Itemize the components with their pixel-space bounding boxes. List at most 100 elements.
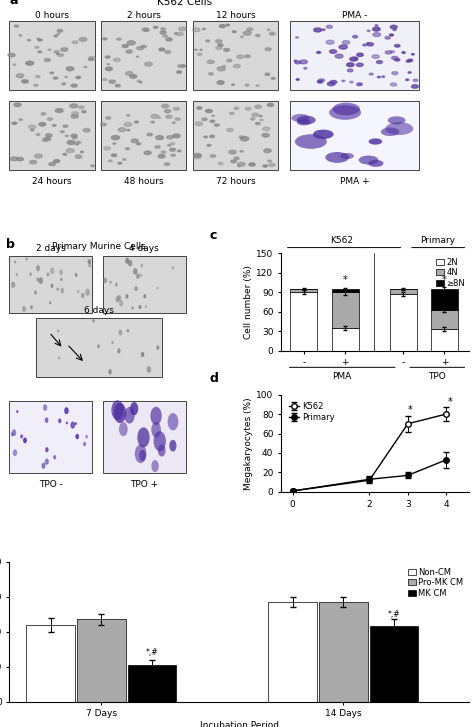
Ellipse shape	[262, 134, 269, 137]
Ellipse shape	[51, 284, 53, 287]
Ellipse shape	[395, 44, 400, 47]
Ellipse shape	[368, 160, 383, 167]
Ellipse shape	[54, 35, 57, 37]
Ellipse shape	[89, 58, 93, 60]
Text: *,#: *,#	[388, 609, 401, 619]
Ellipse shape	[50, 302, 51, 304]
Bar	[101, 21, 186, 90]
Ellipse shape	[65, 76, 67, 78]
Ellipse shape	[26, 258, 27, 260]
Ellipse shape	[54, 160, 60, 163]
Ellipse shape	[76, 435, 78, 438]
Ellipse shape	[66, 67, 74, 71]
Ellipse shape	[127, 129, 129, 131]
Ellipse shape	[215, 124, 219, 126]
Ellipse shape	[168, 413, 178, 430]
Ellipse shape	[322, 29, 325, 31]
Ellipse shape	[130, 402, 138, 415]
Ellipse shape	[171, 154, 175, 156]
Ellipse shape	[313, 129, 334, 139]
Ellipse shape	[234, 157, 239, 160]
Ellipse shape	[53, 77, 58, 79]
Bar	[290, 21, 419, 90]
Ellipse shape	[373, 33, 381, 36]
Ellipse shape	[218, 162, 223, 165]
Ellipse shape	[326, 40, 334, 44]
Ellipse shape	[156, 136, 164, 140]
Ellipse shape	[391, 83, 397, 86]
Bar	[9, 21, 94, 90]
Ellipse shape	[31, 305, 32, 309]
Ellipse shape	[151, 121, 154, 123]
Ellipse shape	[335, 55, 343, 58]
Ellipse shape	[131, 139, 138, 142]
Ellipse shape	[8, 53, 15, 57]
Ellipse shape	[17, 157, 23, 161]
Ellipse shape	[157, 346, 159, 349]
Ellipse shape	[354, 57, 357, 59]
Ellipse shape	[238, 165, 240, 166]
Bar	[9, 256, 92, 313]
Ellipse shape	[179, 27, 186, 31]
Ellipse shape	[137, 142, 141, 145]
Ellipse shape	[195, 49, 197, 50]
Ellipse shape	[233, 31, 236, 33]
Ellipse shape	[197, 53, 202, 55]
Text: PMA: PMA	[332, 372, 351, 381]
Ellipse shape	[154, 26, 158, 28]
Text: 4 days: 4 days	[129, 244, 159, 254]
Ellipse shape	[166, 115, 172, 119]
Ellipse shape	[75, 273, 77, 276]
Ellipse shape	[271, 77, 275, 79]
Ellipse shape	[226, 24, 229, 26]
Text: a: a	[9, 0, 18, 7]
Ellipse shape	[65, 135, 68, 137]
Ellipse shape	[325, 152, 349, 163]
Ellipse shape	[210, 155, 216, 157]
Ellipse shape	[195, 122, 202, 126]
Ellipse shape	[229, 150, 236, 154]
Ellipse shape	[197, 107, 202, 109]
Ellipse shape	[105, 56, 110, 58]
Ellipse shape	[237, 55, 244, 58]
Ellipse shape	[58, 330, 59, 332]
Ellipse shape	[178, 150, 181, 152]
Ellipse shape	[84, 443, 85, 446]
Ellipse shape	[78, 106, 84, 108]
Ellipse shape	[328, 82, 335, 86]
Ellipse shape	[46, 448, 48, 451]
Ellipse shape	[56, 53, 59, 55]
Legend: K562, Primary: K562, Primary	[285, 398, 338, 425]
Ellipse shape	[169, 440, 176, 451]
Text: 0 hours: 0 hours	[35, 10, 69, 20]
Ellipse shape	[76, 141, 81, 143]
Ellipse shape	[210, 135, 214, 137]
Ellipse shape	[269, 164, 275, 166]
Ellipse shape	[117, 38, 121, 40]
Ellipse shape	[265, 73, 270, 76]
Ellipse shape	[126, 50, 132, 53]
Ellipse shape	[60, 270, 62, 275]
Ellipse shape	[71, 134, 77, 137]
Bar	[193, 21, 278, 90]
Ellipse shape	[55, 108, 63, 113]
Ellipse shape	[116, 297, 119, 302]
Ellipse shape	[385, 122, 413, 135]
Ellipse shape	[267, 29, 270, 31]
Ellipse shape	[42, 463, 45, 468]
Ellipse shape	[118, 349, 120, 353]
Ellipse shape	[245, 55, 250, 57]
Ellipse shape	[71, 115, 78, 118]
Ellipse shape	[141, 264, 143, 267]
Ellipse shape	[46, 418, 48, 422]
Ellipse shape	[122, 44, 128, 47]
Ellipse shape	[35, 47, 39, 49]
Ellipse shape	[240, 150, 243, 152]
Ellipse shape	[250, 118, 255, 120]
Ellipse shape	[140, 81, 142, 83]
Ellipse shape	[35, 154, 42, 158]
Ellipse shape	[106, 117, 111, 119]
Ellipse shape	[38, 39, 42, 41]
Y-axis label: Megakaryocytes (%): Megakaryocytes (%)	[245, 397, 254, 489]
Bar	[332, 289, 359, 292]
